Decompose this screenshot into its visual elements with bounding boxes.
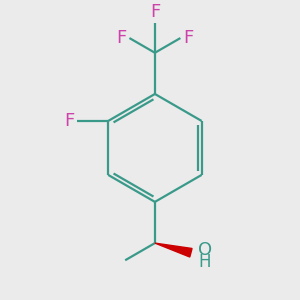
Text: O: O: [198, 241, 212, 259]
Polygon shape: [155, 243, 192, 257]
Text: F: F: [64, 112, 75, 130]
Text: F: F: [116, 29, 127, 47]
Text: F: F: [183, 29, 194, 47]
Text: H: H: [198, 253, 211, 271]
Text: F: F: [150, 3, 160, 21]
